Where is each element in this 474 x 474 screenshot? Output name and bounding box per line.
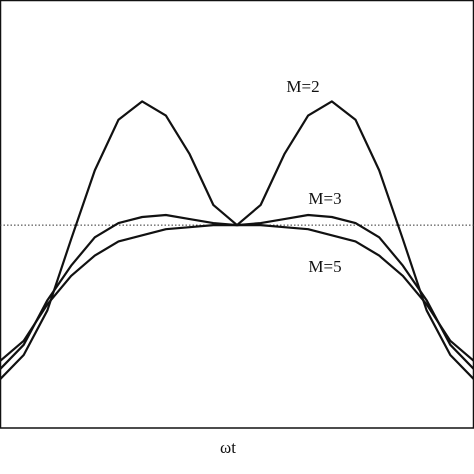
curve [0, 100, 474, 381]
series-label: M=3 [308, 189, 341, 208]
x-axis-label: ωt [220, 438, 236, 457]
plot-frame [0, 0, 474, 429]
curve [0, 224, 474, 362]
series-label: M=2 [286, 77, 319, 96]
series-label: M=5 [308, 257, 341, 276]
